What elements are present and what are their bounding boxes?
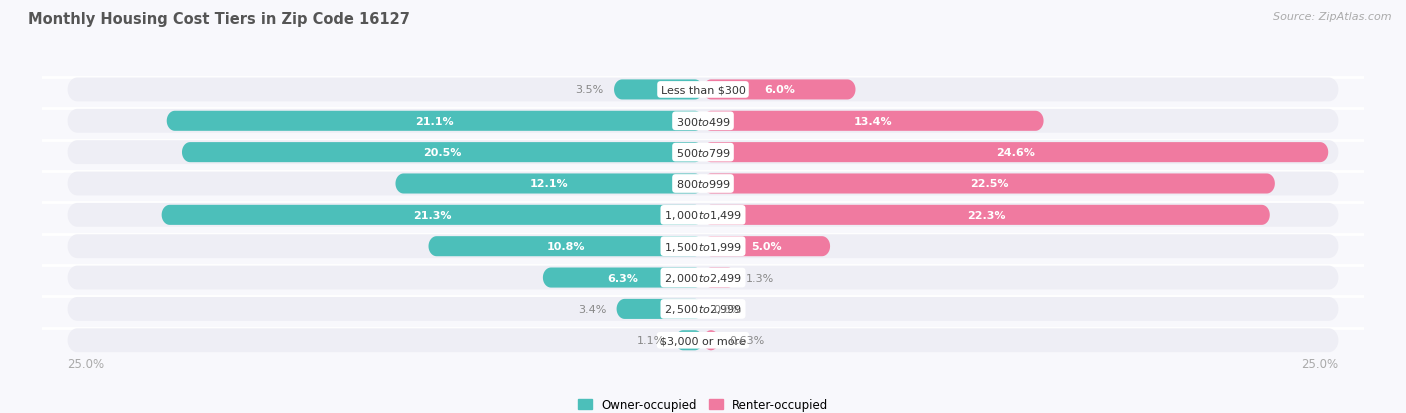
Text: $1,000 to $1,499: $1,000 to $1,499 [664,209,742,222]
Text: $2,500 to $2,999: $2,500 to $2,999 [664,303,742,316]
PathPatch shape [181,143,703,163]
Text: 5.0%: 5.0% [751,242,782,252]
Text: $500 to $799: $500 to $799 [675,147,731,159]
Text: Monthly Housing Cost Tiers in Zip Code 16127: Monthly Housing Cost Tiers in Zip Code 1… [28,12,411,27]
PathPatch shape [703,205,1270,225]
Text: 6.0%: 6.0% [763,85,794,95]
PathPatch shape [67,204,1339,227]
Text: Less than $300: Less than $300 [661,85,745,95]
Text: 22.3%: 22.3% [967,210,1005,220]
PathPatch shape [395,174,703,194]
Text: 1.3%: 1.3% [747,273,775,283]
Text: $1,500 to $1,999: $1,500 to $1,999 [664,240,742,253]
Text: 22.5%: 22.5% [970,179,1008,189]
Text: 3.5%: 3.5% [575,85,605,95]
Text: 3.4%: 3.4% [578,304,606,314]
Text: 25.0%: 25.0% [1302,357,1339,370]
PathPatch shape [67,141,1339,165]
PathPatch shape [543,268,703,288]
Text: 0.0%: 0.0% [713,304,741,314]
PathPatch shape [703,237,830,256]
Text: $800 to $999: $800 to $999 [675,178,731,190]
PathPatch shape [703,112,1043,131]
Text: 24.6%: 24.6% [997,148,1035,158]
PathPatch shape [703,143,1329,163]
PathPatch shape [67,172,1339,196]
PathPatch shape [162,205,703,225]
PathPatch shape [67,78,1339,102]
Text: 25.0%: 25.0% [67,357,104,370]
Text: 20.5%: 20.5% [423,148,461,158]
PathPatch shape [614,80,703,100]
Text: 12.1%: 12.1% [530,179,568,189]
PathPatch shape [67,235,1339,259]
PathPatch shape [703,80,855,100]
Text: 6.3%: 6.3% [607,273,638,283]
PathPatch shape [67,297,1339,321]
Text: $2,000 to $2,499: $2,000 to $2,499 [664,271,742,285]
PathPatch shape [675,330,703,351]
PathPatch shape [617,299,703,319]
Text: 21.3%: 21.3% [413,210,451,220]
PathPatch shape [67,328,1339,352]
PathPatch shape [703,174,1275,194]
Text: 13.4%: 13.4% [853,116,893,126]
Text: 21.1%: 21.1% [416,116,454,126]
Text: 0.63%: 0.63% [730,335,765,345]
PathPatch shape [67,109,1339,133]
Ellipse shape [703,330,718,351]
Text: 1.1%: 1.1% [637,335,665,345]
Legend: Owner-occupied, Renter-occupied: Owner-occupied, Renter-occupied [578,398,828,411]
PathPatch shape [429,237,703,256]
PathPatch shape [67,266,1339,290]
Text: Source: ZipAtlas.com: Source: ZipAtlas.com [1274,12,1392,22]
Text: $300 to $499: $300 to $499 [675,116,731,128]
Text: $3,000 or more: $3,000 or more [661,335,745,345]
Text: 10.8%: 10.8% [547,242,585,252]
PathPatch shape [703,268,735,288]
PathPatch shape [167,112,703,131]
